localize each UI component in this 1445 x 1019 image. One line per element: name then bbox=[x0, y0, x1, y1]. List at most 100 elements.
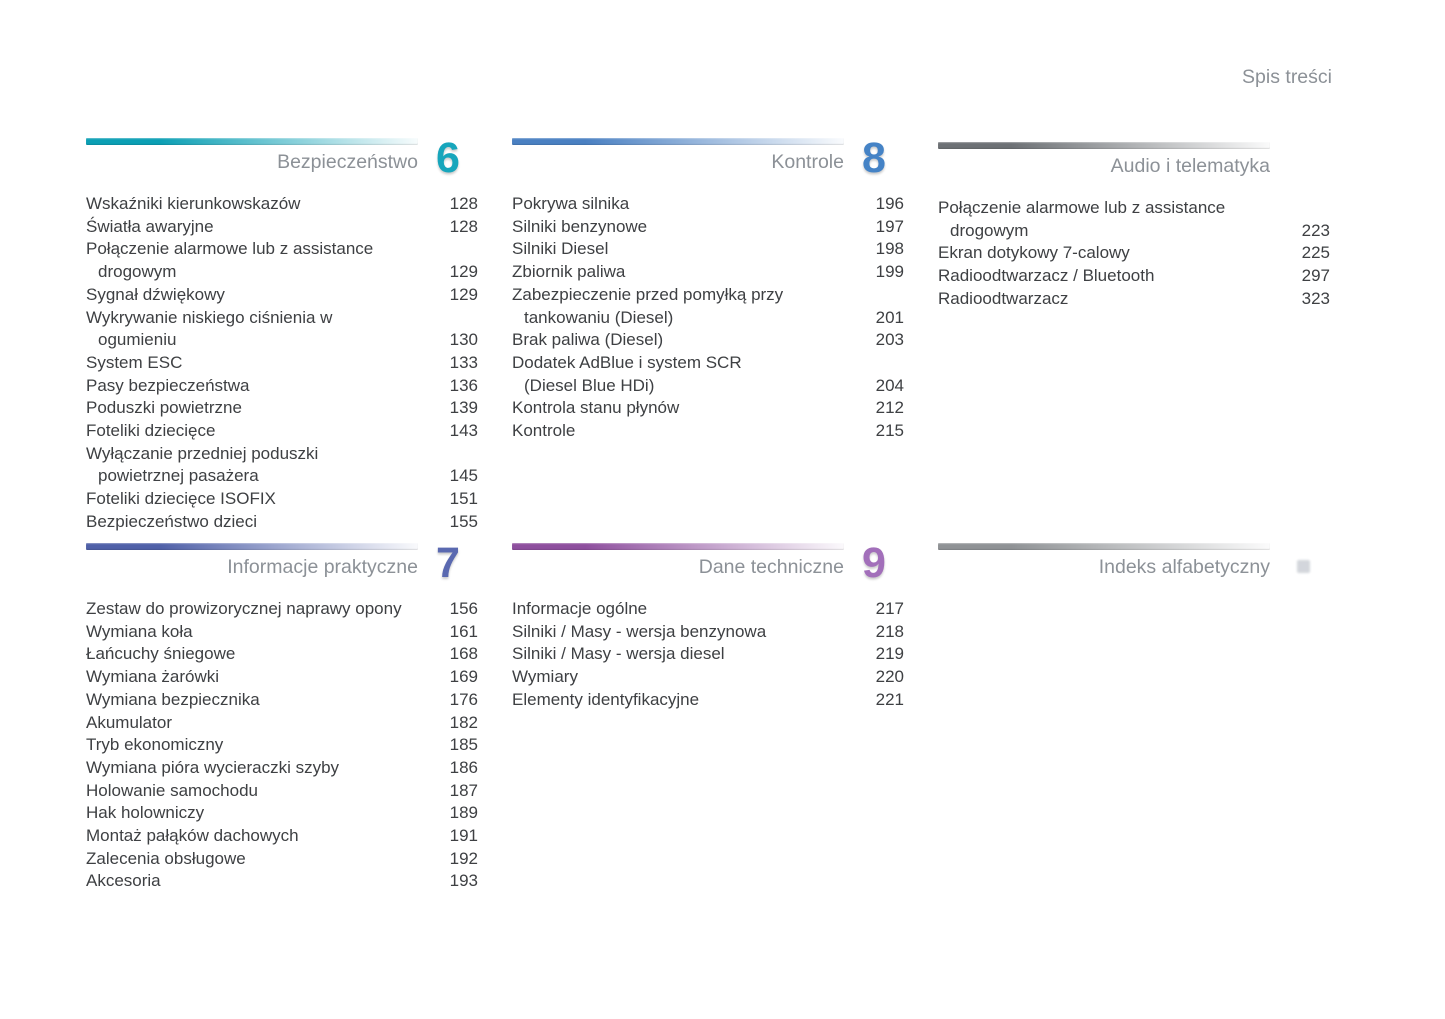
toc-entry[interactable]: Zestaw do prowizorycznej naprawy opony 15… bbox=[86, 598, 478, 621]
toc-entry[interactable]: Hak holowniczy 189 bbox=[86, 802, 478, 825]
entry-page-number: 225 bbox=[1301, 243, 1330, 263]
toc-entries-list: Połączenie alarmowe lub z assistance drog… bbox=[938, 197, 1330, 311]
section-title: Kontrole bbox=[771, 151, 844, 173]
toc-entry[interactable]: Zalecenia obsługowe 192 bbox=[86, 848, 478, 871]
entry-label: Wymiana żarówki bbox=[86, 667, 220, 687]
entry-page-number: 161 bbox=[449, 621, 478, 641]
section-title: Informacje praktyczne bbox=[227, 556, 418, 578]
toc-entry[interactable]: Informacje ogólne 217 bbox=[512, 598, 904, 621]
gradient-bar bbox=[938, 543, 1270, 550]
entry-page-number: 199 bbox=[875, 262, 904, 282]
entry-page-number: 204 bbox=[875, 375, 904, 395]
toc-entries-list: Informacje ogólne 217 Silniki / Masy - wer… bbox=[512, 598, 904, 712]
toc-entry[interactable]: Foteliki dziecięce ISOFIX 151 bbox=[86, 488, 478, 511]
entry-page-number: 191 bbox=[449, 826, 478, 846]
chapter-number: 8 bbox=[862, 134, 886, 182]
toc-entry[interactable]: Akcesoria 193 bbox=[86, 870, 478, 893]
entry-label: Bezpieczeństwo dzieci bbox=[86, 511, 258, 531]
entry-page-number: 156 bbox=[449, 599, 478, 618]
toc-entry[interactable]: Wykrywanie niskiego ciśnienia w ogumieniu… bbox=[86, 307, 478, 352]
section-header: Dane techniczne 9 bbox=[512, 539, 904, 591]
entry-label: Wymiana pióra wycieraczki szyby bbox=[86, 757, 340, 777]
toc-entry[interactable]: Wymiana pióra wycieraczki szyby 186 bbox=[86, 757, 478, 780]
entry-label: Akcesoria bbox=[86, 871, 161, 891]
toc-entries-list: Wskaźniki kierunkowskazów 128 Światła awar… bbox=[86, 193, 478, 534]
entry-page-number: 143 bbox=[449, 421, 478, 441]
toc-entry[interactable]: Silniki / Masy - wersja diesel 219 bbox=[512, 643, 904, 666]
toc-entry[interactable]: Wymiary 220 bbox=[512, 666, 904, 689]
toc-entry[interactable]: Światła awaryjne 128 bbox=[86, 216, 478, 239]
entry-page-number: 212 bbox=[875, 398, 904, 418]
toc-entry[interactable]: Połączenie alarmowe lub z assistance drog… bbox=[938, 197, 1330, 242]
gradient-bar bbox=[938, 142, 1270, 149]
entry-label: Foteliki dziecięce bbox=[86, 421, 216, 441]
toc-entry[interactable]: Dodatek AdBlue i system SCR (Diesel Blue … bbox=[512, 352, 904, 397]
toc-entry[interactable]: Silniki / Masy - wersja benzynowa 218 bbox=[512, 621, 904, 644]
entry-page-number: 151 bbox=[449, 489, 478, 509]
toc-entry[interactable]: Łańcuchy śniegowe 168 bbox=[86, 643, 478, 666]
toc-entry[interactable]: Sygnał dźwiękowy 129 bbox=[86, 284, 478, 307]
entry-label: Informacje ogólne bbox=[512, 599, 648, 618]
toc-entry[interactable]: Połączenie alarmowe lub z assistance drog… bbox=[86, 238, 478, 283]
toc-entry[interactable]: Akumulator 182 bbox=[86, 712, 478, 735]
toc-entry[interactable]: Pasy bezpieczeństwa 136 bbox=[86, 375, 478, 398]
toc-entry[interactable]: Ekran dotykowy 7-calowy 225 bbox=[938, 242, 1330, 265]
entry-page-number: 128 bbox=[449, 194, 478, 213]
entry-page-number: 186 bbox=[449, 757, 478, 777]
entry-page-number: 196 bbox=[875, 194, 904, 213]
gradient-bar bbox=[86, 138, 418, 145]
entry-page-number: 189 bbox=[449, 803, 478, 823]
section-header: Indeks alfabetyczny bbox=[938, 543, 1330, 591]
chapter-number: 9 bbox=[862, 539, 886, 587]
page-title: Spis treści bbox=[1242, 66, 1332, 88]
toc-entry[interactable]: Poduszki powietrzne 139 bbox=[86, 397, 478, 420]
toc-entry[interactable]: Wymiana żarówki 169 bbox=[86, 666, 478, 689]
toc-entry[interactable]: Pokrywa silnika 196 bbox=[512, 193, 904, 216]
toc-entry[interactable]: Montaż pałąków dachowych 191 bbox=[86, 825, 478, 848]
toc-entry[interactable]: Bezpieczeństwo dzieci 155 bbox=[86, 511, 478, 534]
entry-page-number: 215 bbox=[875, 421, 904, 441]
toc-entry[interactable]: Zbiornik paliwa 199 bbox=[512, 261, 904, 284]
entry-label: Zalecenia obsługowe bbox=[86, 848, 246, 868]
toc-entry[interactable]: Elementy identyfikacyjne 221 bbox=[512, 689, 904, 712]
toc-entry[interactable]: Holowanie samochodu 187 bbox=[86, 780, 478, 803]
toc-entry[interactable]: Brak paliwa (Diesel) 203 bbox=[512, 329, 904, 352]
entry-label-continuation: drogowym bbox=[950, 220, 1029, 240]
toc-entry[interactable]: Radioodtwarzacz 323 bbox=[938, 288, 1330, 311]
toc-entry[interactable]: Wyłączanie przedniej poduszki powietrznej… bbox=[86, 443, 478, 488]
entry-label: Ekran dotykowy 7-calowy bbox=[938, 243, 1130, 263]
section-header: Informacje praktyczne 7 bbox=[86, 539, 478, 591]
section-header: Kontrole 8 bbox=[512, 134, 904, 186]
toc-entry[interactable]: Foteliki dziecięce 143 bbox=[86, 420, 478, 443]
entry-label: Sygnał dźwiękowy bbox=[86, 284, 225, 304]
entry-label: Zabezpieczenie przed pomyłką przy tankowa… bbox=[512, 284, 862, 329]
entry-page-number: 192 bbox=[449, 848, 478, 868]
toc-entry[interactable]: Silniki Diesel 198 bbox=[512, 238, 904, 261]
toc-entry[interactable]: Tryb ekonomiczny 185 bbox=[86, 734, 478, 757]
toc-entry[interactable]: Wymiana koła 161 bbox=[86, 621, 478, 644]
toc-entry[interactable]: System ESC 133 bbox=[86, 352, 478, 375]
entry-page-number: 187 bbox=[449, 780, 478, 800]
entry-label: Radioodtwarzacz bbox=[938, 288, 1069, 308]
entry-page-number: 145 bbox=[449, 466, 478, 486]
entry-page-number: 193 bbox=[449, 871, 478, 891]
gradient-bar bbox=[86, 543, 418, 550]
toc-entry[interactable]: Zabezpieczenie przed pomyłką przy tankowa… bbox=[512, 284, 904, 329]
toc-entry[interactable]: Silniki benzynowe 197 bbox=[512, 216, 904, 239]
gradient-bar bbox=[512, 543, 844, 550]
entry-page-number: 130 bbox=[449, 330, 478, 350]
toc-entry[interactable]: Wskaźniki kierunkowskazów 128 bbox=[86, 193, 478, 216]
toc-entry[interactable]: Kontrole 215 bbox=[512, 420, 904, 443]
entry-label-continuation: drogowym bbox=[98, 262, 177, 282]
toc-entry[interactable]: Radioodtwarzacz / Bluetooth 297 bbox=[938, 265, 1330, 288]
entry-label: Pokrywa silnika bbox=[512, 194, 630, 213]
toc-entry[interactable]: Wymiana bezpiecznika 176 bbox=[86, 689, 478, 712]
section-title: Bezpieczeństwo bbox=[277, 151, 418, 173]
entry-label: Poduszki powietrzne bbox=[86, 398, 242, 418]
toc-entry[interactable]: Kontrola stanu płynów 212 bbox=[512, 397, 904, 420]
entry-label: Wymiary bbox=[512, 667, 578, 687]
entry-label: Wymiana bezpiecznika bbox=[86, 689, 260, 709]
entry-page-number: 139 bbox=[449, 398, 478, 418]
entry-label-continuation: tankowaniu (Diesel) bbox=[524, 307, 674, 327]
section-bezpieczenstwo: Bezpieczeństwo 6 Wskaźniki kierunkowskaz… bbox=[86, 134, 478, 534]
